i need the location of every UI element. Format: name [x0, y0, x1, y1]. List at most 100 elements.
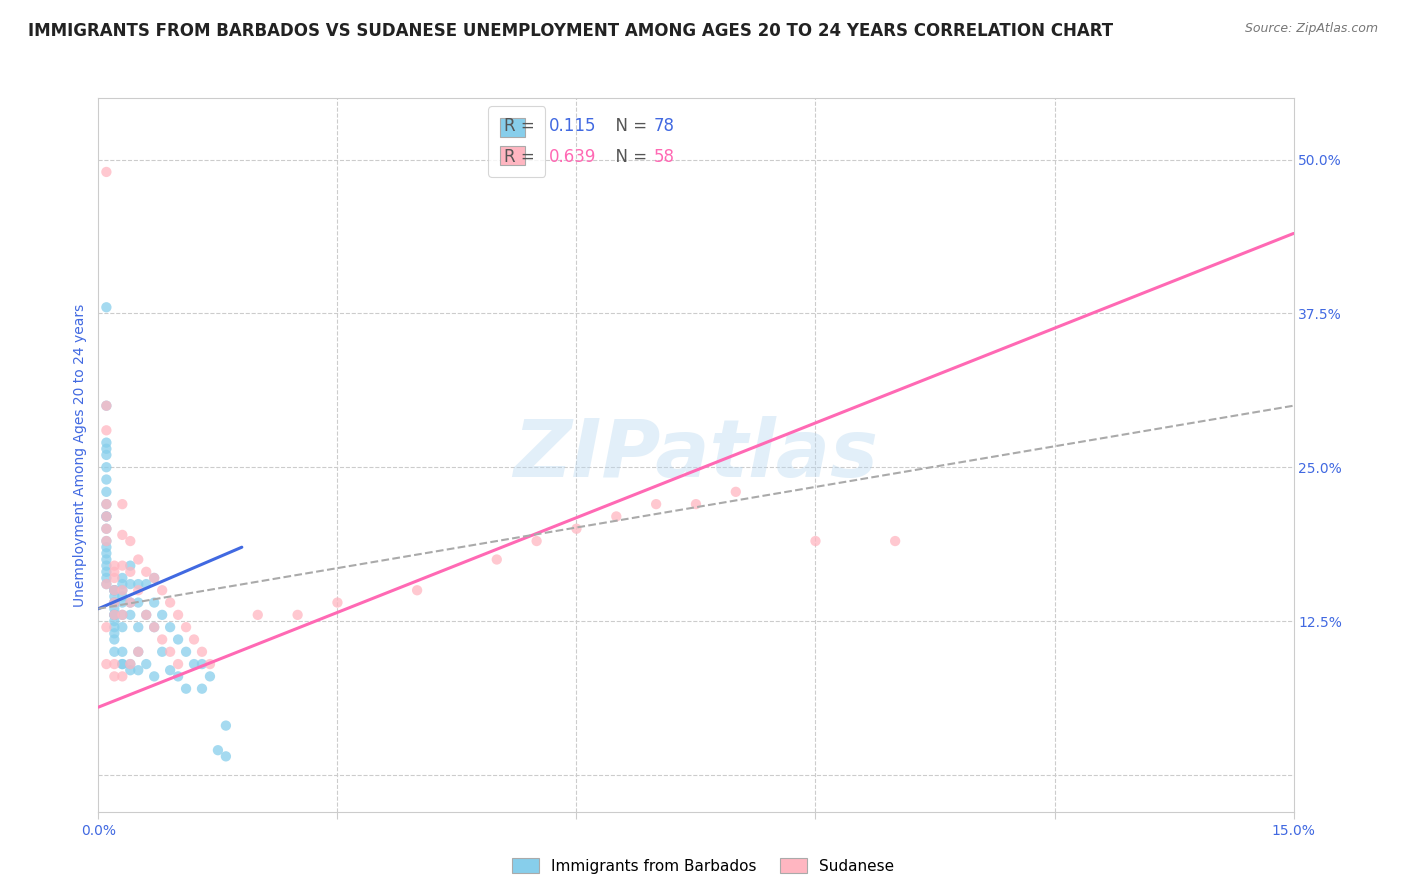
Point: [103, 626, 125, 640]
Point: [111, 657, 134, 671]
Point: [406, 583, 429, 598]
Text: N =: N =: [606, 148, 652, 166]
Point: [207, 743, 229, 757]
Point: [96, 657, 118, 671]
Text: N =: N =: [606, 117, 652, 135]
Point: [167, 657, 190, 671]
Point: [174, 620, 197, 634]
Point: [96, 552, 118, 566]
Point: [96, 399, 118, 413]
Point: [103, 620, 125, 634]
Point: [135, 577, 157, 591]
Point: [96, 497, 118, 511]
Point: [127, 552, 149, 566]
Point: [96, 484, 118, 499]
Point: [120, 596, 142, 610]
Point: [191, 681, 214, 696]
Point: [103, 632, 125, 647]
Point: [135, 565, 157, 579]
Point: [103, 607, 125, 622]
Point: [96, 460, 118, 475]
Point: [120, 596, 142, 610]
Point: [127, 645, 149, 659]
Point: [96, 497, 118, 511]
Point: [183, 657, 205, 671]
Point: [111, 657, 134, 671]
Point: [198, 657, 221, 671]
Point: [143, 596, 166, 610]
Point: [127, 577, 149, 591]
Point: [96, 534, 118, 549]
Text: 78: 78: [654, 117, 675, 135]
Text: 0.639: 0.639: [550, 148, 596, 166]
Point: [103, 596, 125, 610]
Point: [103, 558, 125, 573]
Point: [120, 607, 142, 622]
Point: [143, 620, 166, 634]
Point: [96, 509, 118, 524]
Point: [103, 596, 125, 610]
Point: [485, 552, 508, 566]
Point: [135, 657, 157, 671]
Point: [96, 509, 118, 524]
Point: [191, 645, 214, 659]
Point: [565, 522, 588, 536]
Point: [96, 534, 118, 549]
Legend: , : ,: [488, 106, 546, 177]
Point: [96, 442, 118, 456]
Point: [103, 571, 125, 585]
Point: [127, 645, 149, 659]
Point: [103, 583, 125, 598]
Text: ZIPatlas: ZIPatlas: [513, 416, 879, 494]
Point: [111, 577, 134, 591]
Point: [150, 645, 173, 659]
Point: [96, 577, 118, 591]
Point: [96, 509, 118, 524]
Point: [96, 399, 118, 413]
Point: [150, 632, 173, 647]
Point: [143, 571, 166, 585]
Point: [103, 596, 125, 610]
Point: [103, 614, 125, 628]
Point: [103, 601, 125, 615]
Point: [96, 620, 118, 634]
Point: [159, 663, 181, 677]
Point: [111, 596, 134, 610]
Text: 0.115: 0.115: [550, 117, 596, 135]
Point: [96, 522, 118, 536]
Point: [103, 590, 125, 604]
Point: [111, 583, 134, 598]
Point: [167, 632, 190, 647]
Y-axis label: Unemployment Among Ages 20 to 24 years: Unemployment Among Ages 20 to 24 years: [73, 303, 87, 607]
Point: [96, 473, 118, 487]
Point: [127, 620, 149, 634]
Point: [111, 669, 134, 683]
Point: [804, 534, 827, 549]
Point: [174, 645, 197, 659]
Text: R =: R =: [505, 117, 540, 135]
Point: [96, 558, 118, 573]
Point: [96, 577, 118, 591]
Point: [143, 669, 166, 683]
Point: [150, 607, 173, 622]
Point: [183, 632, 205, 647]
Point: [96, 522, 118, 536]
Point: [96, 546, 118, 560]
Point: [120, 558, 142, 573]
Point: [96, 300, 118, 314]
Point: [287, 607, 309, 622]
Point: [111, 558, 134, 573]
Point: [120, 657, 142, 671]
Point: [103, 607, 125, 622]
Point: [96, 540, 118, 554]
Point: [96, 448, 118, 462]
Point: [215, 718, 238, 732]
Text: R =: R =: [505, 148, 540, 166]
Point: [127, 663, 149, 677]
Point: [111, 645, 134, 659]
Point: [111, 528, 134, 542]
Point: [111, 620, 134, 634]
Text: 58: 58: [654, 148, 675, 166]
Point: [246, 607, 269, 622]
Point: [96, 435, 118, 450]
